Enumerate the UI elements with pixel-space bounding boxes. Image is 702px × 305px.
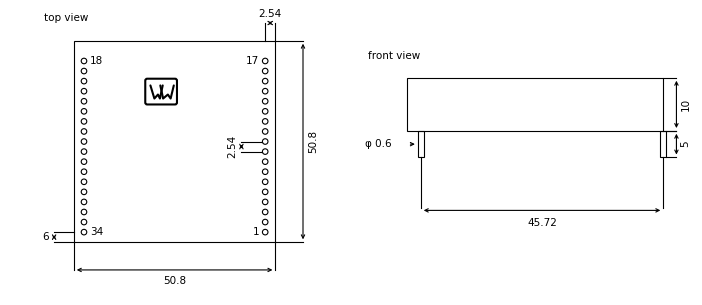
- Text: φ 0.6: φ 0.6: [365, 139, 392, 149]
- Bar: [407, 78, 663, 131]
- Text: 50.8: 50.8: [163, 276, 186, 286]
- Bar: [418, 131, 424, 157]
- Text: 6: 6: [43, 232, 49, 242]
- Bar: [660, 131, 666, 157]
- Text: 5: 5: [681, 141, 691, 147]
- Text: 2.54: 2.54: [227, 135, 237, 158]
- Text: front view: front view: [368, 52, 420, 61]
- Bar: [74, 41, 275, 242]
- Text: 50.8: 50.8: [307, 130, 318, 153]
- Text: 1: 1: [253, 227, 259, 237]
- Text: 34: 34: [90, 227, 103, 237]
- Text: top view: top view: [44, 13, 88, 23]
- Text: 2.54: 2.54: [258, 9, 282, 19]
- Text: 18: 18: [90, 56, 103, 66]
- Text: 10: 10: [681, 98, 691, 111]
- Text: 45.72: 45.72: [527, 218, 557, 228]
- Text: 17: 17: [246, 56, 259, 66]
